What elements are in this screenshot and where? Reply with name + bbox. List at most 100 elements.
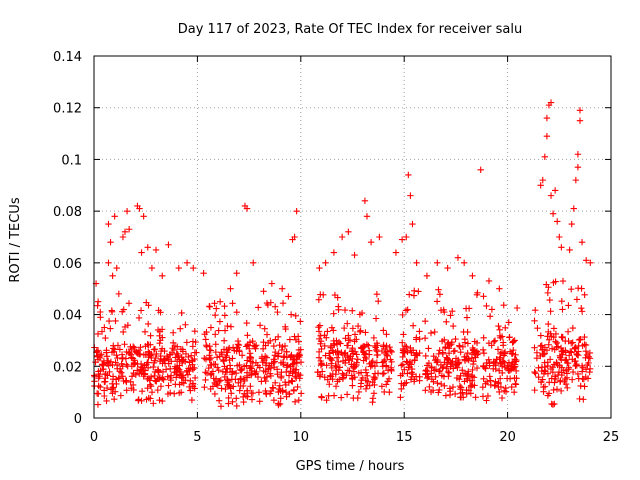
data-point xyxy=(426,383,433,391)
data-point xyxy=(145,320,152,328)
data-point xyxy=(241,390,248,397)
data-point xyxy=(291,233,298,241)
data-point xyxy=(200,270,207,277)
data-point xyxy=(138,387,146,395)
data-point xyxy=(260,356,268,364)
data-point xyxy=(328,357,336,364)
data-point xyxy=(244,341,252,348)
data-point xyxy=(399,339,406,346)
data-point xyxy=(292,369,299,376)
data-point xyxy=(432,366,440,373)
data-point xyxy=(441,359,448,366)
data-point xyxy=(562,337,569,345)
data-point xyxy=(579,342,586,349)
data-point xyxy=(144,359,151,366)
data-point xyxy=(227,383,234,391)
data-point xyxy=(413,352,420,359)
data-point xyxy=(236,348,243,355)
data-point xyxy=(202,369,209,376)
data-point xyxy=(427,329,435,337)
data-point xyxy=(535,374,542,381)
data-point xyxy=(115,375,122,382)
data-point xyxy=(236,387,243,394)
data-point xyxy=(363,382,371,389)
data-point xyxy=(262,387,269,395)
data-point xyxy=(545,390,553,397)
data-point xyxy=(495,379,502,386)
data-point xyxy=(285,293,292,300)
data-point xyxy=(203,328,210,336)
data-point xyxy=(485,356,492,363)
data-point xyxy=(444,264,451,272)
data-point xyxy=(371,370,379,377)
data-point xyxy=(439,364,446,372)
data-point xyxy=(272,348,279,356)
data-point xyxy=(254,373,262,381)
data-point xyxy=(547,192,555,199)
data-point xyxy=(128,362,136,370)
data-point xyxy=(328,360,335,367)
y-tick-label: 0.08 xyxy=(53,205,82,220)
data-point xyxy=(131,344,138,351)
data-point xyxy=(217,377,224,384)
data-point xyxy=(372,315,380,322)
data-point xyxy=(442,343,449,351)
data-point xyxy=(404,370,411,377)
data-point xyxy=(568,285,575,293)
data-point xyxy=(452,355,460,362)
data-point xyxy=(128,373,136,380)
data-point xyxy=(183,259,191,267)
data-point xyxy=(464,328,471,336)
data-point xyxy=(285,379,293,386)
data-point xyxy=(158,326,166,333)
data-point xyxy=(512,367,520,375)
data-point xyxy=(271,358,278,365)
data-point xyxy=(127,343,134,350)
data-point xyxy=(338,349,345,356)
data-point xyxy=(367,238,375,246)
data-point xyxy=(457,386,464,393)
data-point xyxy=(360,357,367,364)
data-point xyxy=(173,350,180,358)
data-point xyxy=(264,301,272,309)
data-point xyxy=(237,382,244,390)
data-point xyxy=(150,363,157,371)
data-point xyxy=(224,322,231,330)
data-point xyxy=(427,388,435,396)
data-point xyxy=(572,344,579,351)
data-point xyxy=(101,324,108,331)
data-point xyxy=(573,296,581,303)
data-point xyxy=(379,359,386,366)
data-point xyxy=(379,370,387,378)
data-point xyxy=(553,386,561,393)
data-point xyxy=(278,285,286,292)
data-point xyxy=(192,338,199,346)
data-point xyxy=(274,333,282,341)
data-point xyxy=(120,306,127,313)
data-point xyxy=(223,346,230,354)
data-point xyxy=(549,401,557,408)
data-point xyxy=(344,352,351,359)
data-point xyxy=(366,347,373,354)
data-point xyxy=(541,350,549,357)
data-point xyxy=(547,365,555,373)
data-point xyxy=(560,348,567,355)
data-point xyxy=(498,394,506,402)
data-point xyxy=(380,358,388,365)
data-point xyxy=(551,187,559,194)
data-point xyxy=(401,349,408,357)
y-tick-label: 0.12 xyxy=(53,102,82,117)
data-point xyxy=(480,293,487,300)
data-point xyxy=(370,334,378,342)
data-point xyxy=(380,341,387,349)
data-point xyxy=(137,360,145,368)
data-point xyxy=(154,386,161,394)
data-point xyxy=(286,336,294,343)
data-point xyxy=(135,396,142,403)
data-point xyxy=(558,297,565,305)
data-point xyxy=(500,302,507,309)
data-point xyxy=(287,354,294,361)
data-point xyxy=(545,320,552,328)
data-point xyxy=(158,345,166,352)
data-point xyxy=(249,338,256,345)
